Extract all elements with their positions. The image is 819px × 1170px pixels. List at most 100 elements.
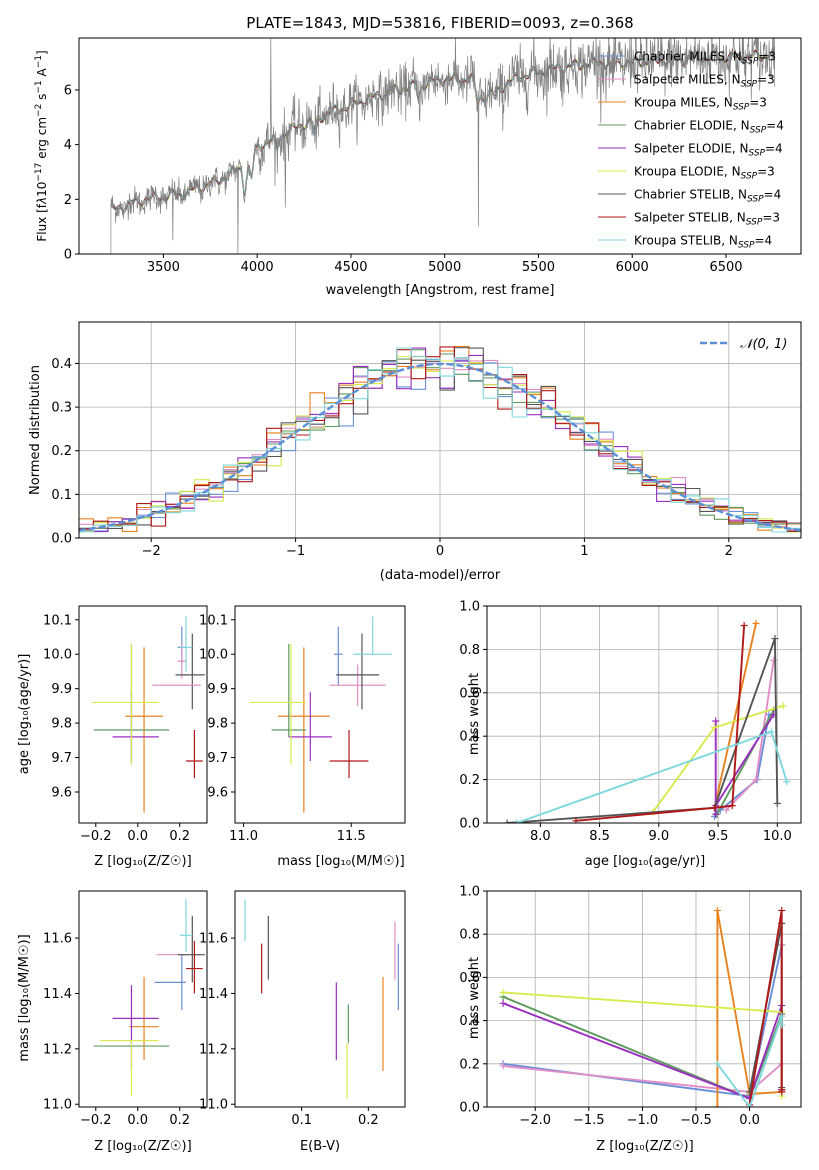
weight-series-line — [713, 623, 757, 809]
x-tick-label: −1.5 — [573, 1113, 605, 1128]
axis-layer: 0.1 0.2 11.0 11.2 11.4 11.6 — [199, 890, 406, 1128]
legend-nssp-subscript: SSP — [746, 218, 763, 228]
axes-frame — [234, 890, 406, 1108]
legend-nssp-prefix: N — [738, 188, 747, 202]
legend-separator: , — [721, 234, 729, 248]
x-tick-label: 0.2 — [169, 829, 190, 844]
weight-point-marker — [783, 778, 791, 786]
data-layer — [499, 906, 786, 1107]
legend-nssp-subscript: SSP — [733, 103, 750, 113]
y-tick-label: 11.6 — [43, 932, 72, 947]
data-layer — [79, 345, 801, 533]
age-vs-mass-plot: 11.0 11.5 9.6 9.7 9.8 9.9 10.0 10.1 — [199, 605, 406, 844]
weight-point-marker — [778, 1086, 786, 1094]
weight-point-marker — [572, 817, 580, 823]
data-layer — [250, 616, 393, 813]
weight-vs-age-plot: 8.0 8.5 9.0 9.5 10.0 0.0 0.2 0.4 0.6 0.8 1.0 — [459, 600, 802, 844]
legend-nssp-equals: = — [762, 211, 772, 225]
y-tick-label: 0.3 — [51, 401, 72, 416]
weight-series-line — [716, 709, 775, 815]
x-tick-label: 9.0 — [648, 829, 669, 844]
y-tick-label: 0.0 — [459, 1101, 480, 1116]
axes-frame — [234, 605, 406, 824]
x-tick-label: 9.5 — [708, 829, 729, 844]
legend-separator: , — [729, 211, 737, 225]
spectrum-title: PLATE=1843, MJD=53816, FIBERID=0093, z=0… — [246, 14, 633, 32]
x-tick-label: −2 — [142, 544, 161, 559]
x-tick-label: 4000 — [241, 260, 274, 275]
x-tick-label: 2 — [725, 544, 733, 559]
axis-layer: −0.2 0.0 0.2 11.0 11.2 11.4 11.6 — [43, 890, 208, 1128]
legend-nssp-value: 4 — [774, 188, 782, 202]
legend-label: Chabrier ELODIE, NSSP=4 — [634, 119, 784, 136]
weight-series-line — [716, 910, 782, 1107]
y-tick-label: 0.8 — [459, 928, 480, 943]
x-tick-label: 0 — [436, 544, 444, 559]
legend-nssp-subscript: SSP — [748, 149, 765, 159]
weight-point-marker — [728, 802, 736, 810]
legend-label: Salpeter MILES, NSSP=3 — [634, 73, 775, 90]
legend-nssp-subscript: SSP — [741, 172, 758, 182]
weight-series-line — [575, 625, 746, 822]
histogram-step — [79, 346, 801, 532]
mass-vs-ebv-plot: 0.1 0.2 11.0 11.2 11.4 11.6 — [199, 890, 406, 1128]
y-tick-label: 9.6 — [207, 786, 228, 801]
legend-nssp-value: 4 — [775, 142, 783, 156]
mass-vs-Z-panel: −0.2 0.0 0.2 11.0 11.2 11.4 11.6 Z [log₁₀(Z/Z☉… — [17, 890, 208, 1154]
spectrum-panel: PLATE=1843, MJD=53816, FIBERID=0093, z=0… — [34, 14, 802, 298]
y-tick-label: 0.6 — [459, 686, 480, 701]
legend-nssp-prefix: N — [739, 142, 748, 156]
y-tick-label: 0.2 — [51, 444, 72, 459]
histogram-step — [79, 347, 801, 533]
x-tick-label: 5500 — [522, 260, 555, 275]
data-layer — [110, 38, 776, 254]
y-tick-label: 9.7 — [207, 751, 228, 766]
residuals-xlabel: (data-model)/error — [380, 568, 501, 583]
x-tick-label: −0.2 — [80, 829, 112, 844]
weight-point-marker — [713, 1103, 721, 1107]
x-tick-label: −1.0 — [627, 1113, 659, 1128]
y-tick-label: 9.8 — [207, 717, 228, 732]
y-tick-label: 0.0 — [459, 817, 480, 832]
axis-layer: −2 −1 0 1 2 0.0 0.1 0.2 0.3 0.4 𝒩(0, 1) — [51, 321, 802, 559]
spectrum-ylabel: Flux [fλ10−17 erg cm−2 s−1 A−1] — [34, 50, 49, 241]
legend-label: Kroupa ELODIE, NSSP=3 — [634, 165, 775, 182]
weight-point-marker — [713, 1060, 721, 1068]
legend-nssp-value: 4 — [765, 234, 773, 248]
weight-point-marker — [767, 728, 775, 736]
legend-nssp-subscript: SSP — [738, 241, 755, 251]
legend-nssp-equals: = — [764, 188, 774, 202]
weight-point-marker — [752, 776, 760, 784]
x-tick-label: 10.0 — [763, 829, 792, 844]
mass-vs-Z-plot: −0.2 0.0 0.2 11.0 11.2 11.4 11.6 — [43, 890, 208, 1128]
x-tick-label: −0.5 — [680, 1113, 712, 1128]
legend-nssp-value: 3 — [768, 50, 776, 64]
legend-label: Salpeter STELIB, NSSP=3 — [634, 211, 780, 228]
spectrum-plot: 3500 4000 4500 5000 5500 6000 6500 0 2 4 6 Chabrier… — [64, 37, 802, 275]
age-vs-mass-panel: 11.0 11.5 9.6 9.7 9.8 9.9 10.0 10.1 mass [log₁₀… — [199, 605, 406, 869]
legend-nssp-value: 3 — [767, 73, 775, 87]
legend-label: Kroupa STELIB, NSSP=4 — [634, 234, 772, 251]
weight-point-marker — [746, 1103, 754, 1107]
legend-nssp-value: 4 — [776, 119, 784, 133]
y-tick-label: 0.6 — [459, 971, 480, 986]
legend-nssp-prefix: N — [737, 211, 746, 225]
x-tick-label: 11.0 — [229, 829, 258, 844]
legend-nssp-value: 3 — [759, 96, 767, 110]
weight-point-marker — [713, 906, 721, 914]
legend-label: Chabrier STELIB, NSSP=4 — [634, 188, 781, 205]
legend-separator: , — [724, 73, 732, 87]
y-tick-label: 9.8 — [51, 717, 72, 732]
x-tick-label: 3500 — [147, 260, 180, 275]
legend-nssp-equals: = — [758, 50, 768, 64]
legend-nssp-equals: = — [754, 234, 764, 248]
y-tick-label: 4 — [64, 138, 72, 153]
residuals-panel: −2 −1 0 1 2 0.0 0.1 0.2 0.3 0.4 𝒩(0, 1) (data-mode… — [28, 321, 802, 583]
x-tick-label: 6000 — [616, 260, 649, 275]
weight-vs-Z-ylabel: mass weight — [467, 957, 482, 1039]
y-tick-label: 10.1 — [199, 613, 228, 628]
legend-model-name: Salpeter ELODIE — [634, 142, 732, 156]
legend-nssp-equals: = — [765, 142, 775, 156]
